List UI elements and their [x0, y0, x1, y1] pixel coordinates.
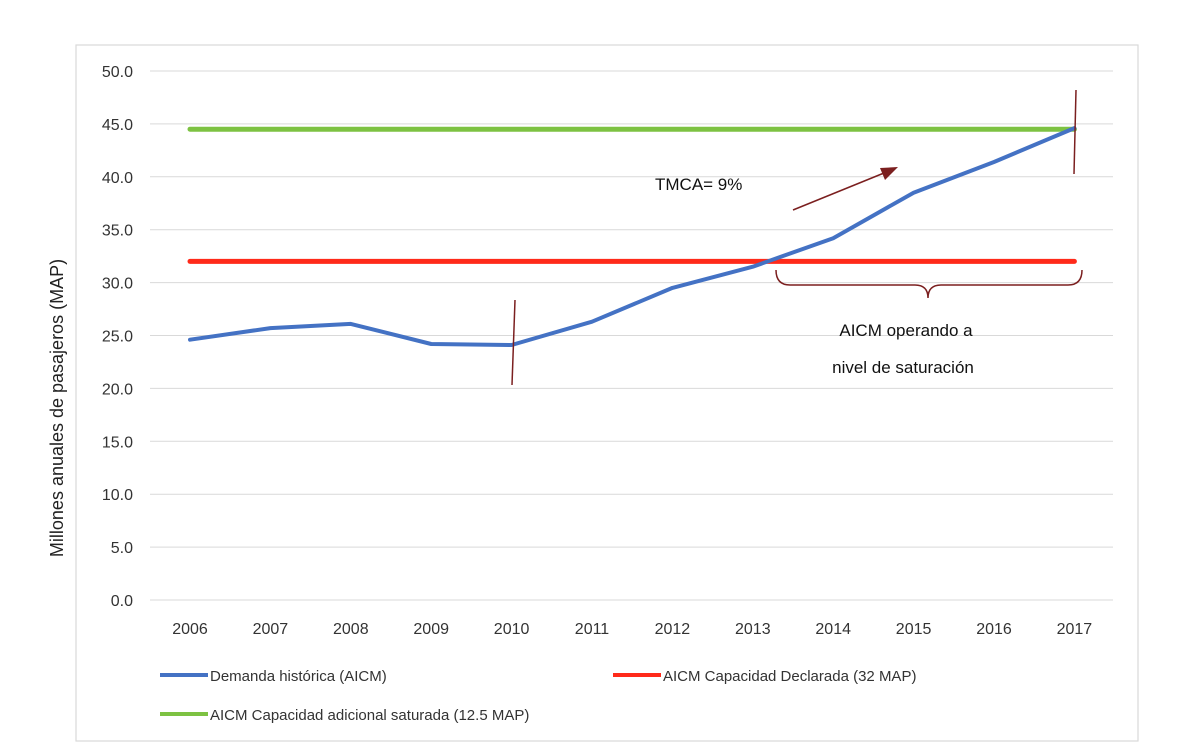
series-line-demanda-historica: [188, 126, 1077, 347]
x-tick-label: 2009: [413, 621, 449, 638]
x-tick-label: 2014: [815, 621, 851, 638]
x-tick-label: 2012: [655, 621, 691, 638]
x-axis-ticks: 2006 2007 2008 2009 2010 2011 2012 2013 2014 2015…: [172, 621, 1092, 638]
growth-arrow: [792, 172, 885, 211]
growth-arrowhead: [880, 167, 898, 180]
y-tick-label: 5.0: [111, 540, 133, 557]
y-tick-label: 40.0: [102, 170, 133, 187]
x-tick-label: 2010: [494, 621, 530, 638]
growth-annotation: TMCA= 9%: [655, 175, 742, 194]
y-tick-label: 15.0: [102, 434, 133, 451]
series-lines: [187, 126, 1077, 347]
x-tick-label: 2006: [172, 621, 208, 638]
chart-frame: [75, 44, 1139, 742]
y-tick-label: 35.0: [102, 223, 133, 240]
x-tick-label: 2008: [333, 621, 369, 638]
x-tick-label: 2011: [575, 621, 610, 638]
x-tick-label: 2015: [896, 621, 932, 638]
saturation-brace: [775, 269, 1083, 299]
y-tick-label: 45.0: [102, 117, 133, 134]
y-tick-label: 30.0: [102, 276, 133, 293]
marker-2017: [1073, 89, 1077, 175]
y-tick-label: 0.0: [111, 593, 133, 610]
y-axis-ticks: 0.0 5.0 10.0 15.0 20.0 25.0 30.0 35.0 40.0 45.0 50…: [102, 64, 133, 610]
y-tick-label: 20.0: [102, 381, 133, 398]
legend-label-demanda: Demanda histórica (AICM): [210, 668, 387, 685]
y-tick-label: 50.0: [102, 64, 133, 81]
saturation-annotation-line1: AICM operando a: [839, 321, 973, 340]
legend-label-capacidad-adicional: AICM Capacidad adicional saturada (12.5 …: [210, 707, 529, 724]
x-tick-label: 2016: [976, 621, 1012, 638]
x-tick-label: 2017: [1057, 621, 1093, 638]
x-tick-label: 2007: [253, 621, 289, 638]
legend: Demanda histórica (AICM) AICM Capacidad …: [160, 668, 916, 724]
y-tick-label: 10.0: [102, 487, 133, 504]
legend-label-capacidad-declarada: AICM Capacidad Declarada (32 MAP): [663, 668, 916, 685]
x-tick-label: 2013: [735, 621, 771, 638]
saturation-annotation-line2: nivel de saturación: [832, 358, 974, 377]
marker-2010: [511, 299, 516, 386]
annotations: TMCA= 9% AICM operando a nivel de satura…: [511, 89, 1083, 386]
y-tick-label: 25.0: [102, 329, 133, 346]
gridlines: [150, 70, 1113, 601]
y-axis-label: Millones anuales de pasajeros (MAP): [47, 259, 67, 557]
